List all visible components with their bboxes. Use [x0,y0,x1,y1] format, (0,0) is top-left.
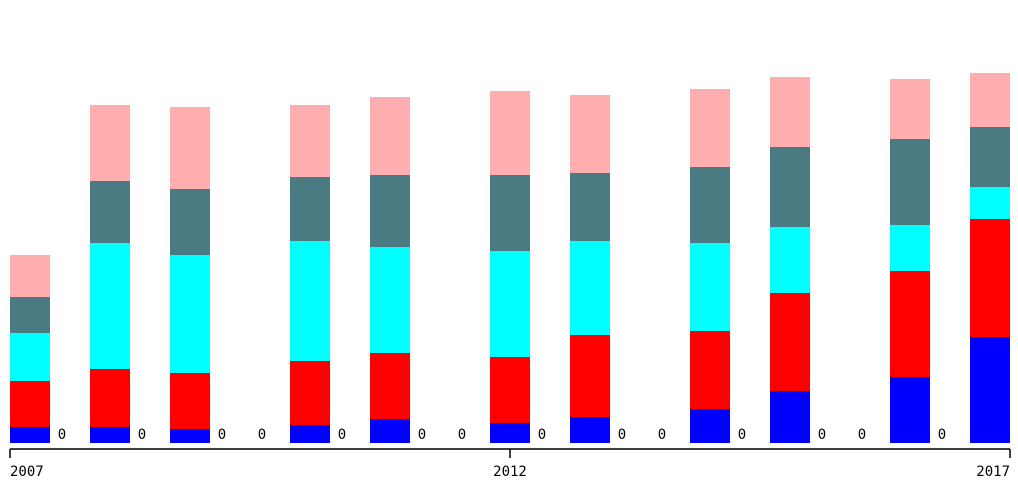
x-tick-label: 2007 [10,464,44,480]
value-label: 0 [458,427,466,443]
value-label: 0 [58,427,66,443]
bar-segment [690,167,730,243]
bar-segment [170,373,210,429]
bar-segment [10,427,50,443]
bar-segment [370,97,410,175]
bar-segment [90,243,130,369]
bar-segment [770,293,810,391]
bar-segment [490,175,530,251]
bar-segment [570,173,610,241]
bar-segment [170,107,210,189]
bar-segment [90,105,130,181]
bar-segment [170,189,210,255]
x-tick-label: 2012 [493,464,527,480]
bar-segment [570,417,610,443]
bar-segment [370,353,410,419]
bar-segment [570,241,610,335]
bar-segment [970,127,1010,187]
bar-segment [690,409,730,443]
value-label: 0 [138,427,146,443]
bar-segment [10,333,50,381]
bar-segment [890,79,930,139]
bar-segment [290,361,330,425]
value-label: 0 [618,427,626,443]
x-tick-label: 2017 [976,464,1010,480]
bar-segment [90,181,130,243]
bar-segment [170,255,210,373]
bar-segment [370,419,410,443]
bar-segment [770,227,810,293]
bar-segment [490,91,530,175]
bar-segment [170,429,210,443]
value-label: 0 [338,427,346,443]
bar-segment [10,255,50,297]
bar-segment [90,369,130,427]
value-label: 0 [258,427,266,443]
value-label: 0 [418,427,426,443]
bar-segment [290,241,330,361]
bar-segment [490,251,530,357]
bar-segment [290,425,330,443]
bar-segment [10,297,50,333]
bar-segment [970,337,1010,443]
bar-segment [90,427,130,443]
bar-segment [370,175,410,247]
bar-segment [490,357,530,423]
value-label: 0 [938,427,946,443]
bar-segment [890,225,930,271]
bar-segment [690,243,730,331]
bar-segment [690,89,730,167]
bar-segment [890,139,930,225]
bar-segment [890,377,930,443]
value-label: 0 [658,427,666,443]
bar-segment [970,187,1010,219]
bar-segment [570,95,610,173]
bar-segment [970,73,1010,127]
value-label: 0 [218,427,226,443]
bar-segment [290,177,330,241]
bar-segment [770,77,810,147]
bar-segment [290,105,330,177]
bar-segment [490,423,530,443]
value-label: 0 [858,427,866,443]
bar-segment [10,381,50,427]
value-label: 0 [538,427,546,443]
bar-segment [770,391,810,443]
bar-segment [370,247,410,353]
value-label: 0 [818,427,826,443]
bar-segment [690,331,730,409]
value-label: 0 [738,427,746,443]
bar-segment [890,271,930,377]
bar-segment [770,147,810,227]
bar-segment [570,335,610,417]
bar-segment [970,219,1010,337]
